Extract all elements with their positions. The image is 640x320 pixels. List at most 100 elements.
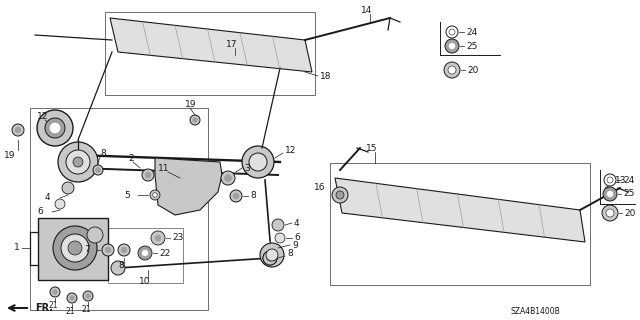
Polygon shape — [110, 18, 312, 72]
Text: 8: 8 — [287, 250, 292, 259]
Circle shape — [73, 157, 83, 167]
Text: 9: 9 — [292, 241, 298, 250]
Bar — [330, 163, 590, 285]
Text: 21: 21 — [65, 308, 75, 316]
Text: 25: 25 — [466, 42, 477, 51]
Circle shape — [449, 43, 455, 49]
Text: 12: 12 — [285, 146, 296, 155]
Text: 23: 23 — [172, 234, 184, 243]
Text: 15: 15 — [366, 143, 378, 153]
Circle shape — [145, 172, 151, 178]
Text: FR.: FR. — [35, 303, 53, 313]
Text: 6: 6 — [294, 234, 300, 243]
Circle shape — [266, 249, 278, 261]
Circle shape — [142, 169, 154, 181]
Text: 18: 18 — [320, 71, 332, 81]
Text: SZA4B1400B: SZA4B1400B — [510, 308, 560, 316]
Text: 1: 1 — [14, 244, 20, 252]
Text: 5: 5 — [124, 190, 130, 199]
Text: 16: 16 — [314, 182, 325, 191]
Circle shape — [260, 243, 284, 267]
Text: 3: 3 — [244, 164, 250, 172]
Circle shape — [52, 290, 58, 294]
Circle shape — [444, 62, 460, 78]
Circle shape — [193, 117, 198, 123]
Circle shape — [242, 146, 274, 178]
Circle shape — [70, 295, 74, 300]
Circle shape — [55, 199, 65, 209]
Circle shape — [155, 235, 161, 241]
Bar — [105, 12, 315, 95]
Circle shape — [153, 193, 157, 197]
Text: 13: 13 — [615, 175, 627, 185]
Circle shape — [336, 191, 344, 199]
Text: 21: 21 — [48, 301, 58, 310]
Polygon shape — [155, 158, 222, 215]
Text: 19: 19 — [4, 150, 16, 159]
Circle shape — [12, 124, 24, 136]
Circle shape — [118, 244, 130, 256]
Circle shape — [66, 150, 90, 174]
Bar — [30, 108, 208, 310]
Circle shape — [604, 174, 616, 186]
Circle shape — [67, 293, 77, 303]
Circle shape — [448, 66, 456, 74]
Circle shape — [272, 219, 284, 231]
Circle shape — [221, 171, 235, 185]
Text: 10: 10 — [140, 277, 151, 286]
Circle shape — [332, 187, 348, 203]
Circle shape — [249, 153, 267, 171]
Bar — [38, 218, 108, 280]
Text: 22: 22 — [159, 249, 170, 258]
Circle shape — [275, 233, 285, 243]
Text: 19: 19 — [185, 100, 196, 108]
Circle shape — [37, 110, 73, 146]
Circle shape — [50, 287, 60, 297]
Text: 21: 21 — [81, 306, 91, 315]
Circle shape — [150, 190, 160, 200]
Circle shape — [607, 191, 613, 197]
Circle shape — [45, 118, 65, 138]
Text: 2: 2 — [128, 154, 134, 163]
Circle shape — [53, 226, 97, 270]
Circle shape — [138, 246, 152, 260]
Circle shape — [266, 254, 273, 261]
Polygon shape — [335, 178, 585, 242]
Text: 24: 24 — [466, 28, 477, 36]
Circle shape — [111, 261, 125, 275]
Text: 14: 14 — [362, 5, 372, 14]
Text: 8: 8 — [250, 191, 256, 201]
Circle shape — [445, 39, 459, 53]
Text: 20: 20 — [624, 209, 636, 218]
Circle shape — [603, 187, 617, 201]
Text: 24: 24 — [623, 175, 634, 185]
Text: 4: 4 — [294, 219, 300, 228]
Circle shape — [87, 227, 103, 243]
Circle shape — [233, 193, 239, 199]
Circle shape — [151, 231, 165, 245]
Text: 12: 12 — [37, 111, 49, 121]
Circle shape — [606, 209, 614, 217]
Circle shape — [225, 174, 232, 181]
Text: 4: 4 — [44, 194, 50, 203]
Circle shape — [95, 167, 100, 172]
Bar — [108, 228, 183, 283]
Circle shape — [263, 251, 277, 265]
Circle shape — [446, 26, 458, 38]
Circle shape — [61, 234, 89, 262]
Circle shape — [15, 127, 21, 133]
Circle shape — [83, 291, 93, 301]
Text: 11: 11 — [158, 164, 170, 172]
Text: 17: 17 — [227, 39, 237, 49]
Circle shape — [230, 190, 242, 202]
Circle shape — [68, 241, 82, 255]
Circle shape — [62, 182, 74, 194]
Circle shape — [102, 244, 114, 256]
Circle shape — [93, 165, 103, 175]
Circle shape — [263, 251, 277, 265]
Circle shape — [142, 250, 148, 256]
Circle shape — [607, 177, 613, 183]
Circle shape — [105, 247, 111, 253]
Circle shape — [86, 293, 90, 299]
Text: 6: 6 — [37, 207, 43, 217]
